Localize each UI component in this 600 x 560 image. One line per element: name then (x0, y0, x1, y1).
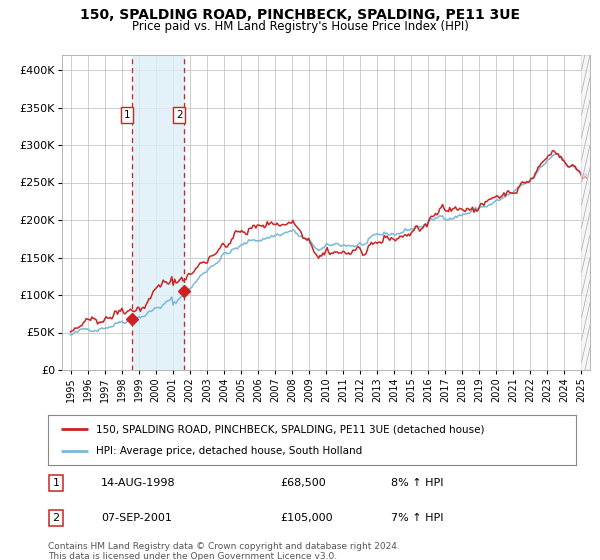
Text: 8% ↑ HPI: 8% ↑ HPI (391, 478, 444, 488)
Text: 14-AUG-1998: 14-AUG-1998 (101, 478, 175, 488)
Text: Contains HM Land Registry data © Crown copyright and database right 2024.
This d: Contains HM Land Registry data © Crown c… (48, 542, 400, 560)
Text: 1: 1 (52, 478, 59, 488)
Text: 150, SPALDING ROAD, PINCHBECK, SPALDING, PE11 3UE (detached house): 150, SPALDING ROAD, PINCHBECK, SPALDING,… (95, 424, 484, 434)
Bar (132, 55, 184, 370)
Text: HPI: Average price, detached house, South Holland: HPI: Average price, detached house, Sout… (95, 446, 362, 456)
Text: 150, SPALDING ROAD, PINCHBECK, SPALDING, PE11 3UE: 150, SPALDING ROAD, PINCHBECK, SPALDING,… (80, 8, 520, 22)
Text: 2: 2 (52, 513, 59, 523)
Text: £68,500: £68,500 (280, 478, 326, 488)
Text: 7% ↑ HPI: 7% ↑ HPI (391, 513, 444, 523)
Text: 2: 2 (176, 110, 182, 120)
Text: £105,000: £105,000 (280, 513, 333, 523)
Text: 1: 1 (124, 110, 130, 120)
Bar (581, 55, 590, 370)
Text: Price paid vs. HM Land Registry's House Price Index (HPI): Price paid vs. HM Land Registry's House … (131, 20, 469, 32)
Text: 07-SEP-2001: 07-SEP-2001 (101, 513, 172, 523)
